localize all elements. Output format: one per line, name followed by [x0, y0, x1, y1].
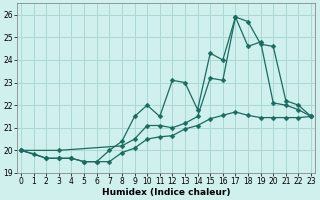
X-axis label: Humidex (Indice chaleur): Humidex (Indice chaleur) — [102, 188, 230, 197]
